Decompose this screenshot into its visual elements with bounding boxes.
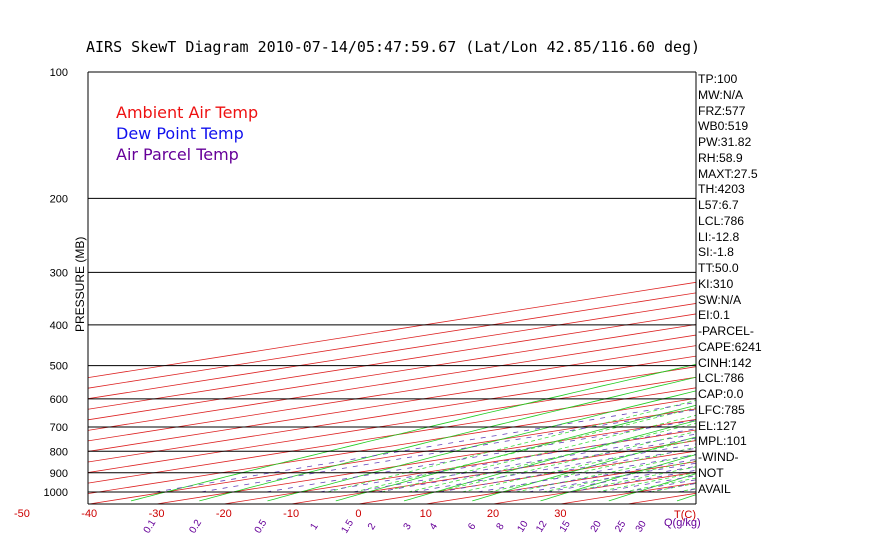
dry-adiabat-line <box>335 404 696 502</box>
dry-adiabat-line <box>199 376 696 502</box>
index-line: EI:0.1 <box>698 308 730 323</box>
index-line: MW:N/A <box>698 87 744 102</box>
bottom-temp-label: -20 <box>216 508 232 520</box>
index-line: PW:31.82 <box>698 135 752 149</box>
pressure-tick-label: 700 <box>50 422 68 434</box>
grid-lines <box>88 72 696 504</box>
pressure-tick-label: 800 <box>50 446 68 458</box>
legend-air-parcel-temp: Air Parcel Temp <box>116 145 239 164</box>
mixing-ratio-label: 2 <box>366 521 379 532</box>
mixing-ratio-unit-label: Q(g/kg) <box>664 517 701 529</box>
bottom-temp-label: -10 <box>283 508 299 520</box>
mixing-ratio-label: 1 <box>308 521 321 532</box>
index-line: CAP:0.0 <box>698 387 744 401</box>
index-line: FRZ:577 <box>698 103 746 118</box>
bottom-temp-label: -50 <box>14 508 30 520</box>
legend-ambient-air-temp: Ambient Air Temp <box>116 103 258 122</box>
pressure-tick-label: 500 <box>50 361 68 373</box>
bottom-temp-label: 10 <box>420 508 432 520</box>
isotherm-line <box>88 355 696 452</box>
pressure-tick-label: 900 <box>50 468 68 480</box>
index-line: CAPE:6241 <box>698 339 762 354</box>
index-line: SW:N/A <box>698 292 742 307</box>
index-line: MAXT:27.5 <box>698 166 758 181</box>
moist-adiabat-line <box>542 460 696 493</box>
moist-adiabat-line <box>381 414 696 493</box>
legend: Ambient Air Temp Dew Point Temp Air Parc… <box>116 103 258 164</box>
mixing-ratio-label: 6 <box>466 521 479 532</box>
index-line: CINH:142 <box>698 355 752 370</box>
index-line: L57:6.7 <box>698 198 739 212</box>
isotherm-line <box>89 408 696 504</box>
isotherm-line <box>88 345 696 442</box>
mixing-ratio-label: 3 <box>402 521 415 532</box>
moist-adiabat-line <box>434 431 696 493</box>
dry-adiabat-line <box>130 363 696 502</box>
pressure-tick-label: 100 <box>50 67 68 79</box>
y-axis-label: PRESSURE (MB) <box>73 237 87 332</box>
index-line: AVAIL <box>698 481 731 496</box>
isotherm-line <box>88 387 696 484</box>
index-line: RH:58.9 <box>698 150 743 165</box>
isotherm-line <box>223 429 696 504</box>
bottom-temp-label: -40 <box>81 508 97 520</box>
pressure-tick-label: 600 <box>50 394 68 406</box>
x-axis-unit-label: T(C) <box>674 509 696 521</box>
mixing-ratio-label: 8 <box>494 521 507 532</box>
index-line: -PARCEL- <box>698 324 754 338</box>
pressure-tick-label: 400 <box>50 320 68 332</box>
isotherm-line <box>88 376 696 473</box>
isotherm-line <box>88 281 696 379</box>
index-line: LCL:786 <box>698 213 745 228</box>
dry-adiabat-line <box>267 390 696 502</box>
mixing-ratio-label: 4 <box>428 521 441 532</box>
chart-title: AIRS SkewT Diagram 2010-07-14/05:47:59.6… <box>86 38 700 56</box>
moist-adiabat-line <box>488 446 696 493</box>
bottom-temperature-labels: -50 -40 -30 -20 -10 0 10 20 30 <box>14 508 566 520</box>
dry-adiabat-line <box>403 420 696 502</box>
dry-adiabat-line <box>540 454 696 502</box>
index-line: TP:100 <box>698 72 738 86</box>
pressure-tick-label: 200 <box>50 193 68 205</box>
index-line: -WIND- <box>698 450 739 464</box>
index-line: EL:127 <box>698 418 737 433</box>
bottom-temp-label: 30 <box>554 508 566 520</box>
index-line: LI:-12.8 <box>698 229 740 244</box>
isotherm-line <box>88 397 696 495</box>
index-line: TH:4203 <box>698 182 745 197</box>
pressure-tick-label: 1000 <box>44 487 68 499</box>
bottom-temp-label: -30 <box>149 508 165 520</box>
index-line: TT:50.0 <box>698 261 739 275</box>
index-line: NOT <box>698 465 724 480</box>
index-line: MPL:101 <box>698 434 747 449</box>
index-line: LFC:785 <box>698 402 745 417</box>
bottom-temp-label: 0 <box>355 508 361 520</box>
index-line: SI:-1.8 <box>698 245 734 260</box>
sounding-indices-panel: TP:100 MW:N/A FRZ:577 WB0:519 PW:31.82 RH:58.… <box>698 72 868 497</box>
index-line: LCL:786 <box>698 371 745 386</box>
bottom-temp-label: 20 <box>487 508 499 520</box>
isotherm-line <box>156 419 696 504</box>
isotherm-line <box>88 366 696 463</box>
pressure-tick-label: 300 <box>50 267 68 279</box>
pressure-tick-labels: 100 200 300 400 500 600 700 800 900 1000 <box>44 67 68 499</box>
legend-dew-point-temp: Dew Point Temp <box>116 124 244 143</box>
index-line: WB0:519 <box>698 119 749 134</box>
index-line: KI:310 <box>698 276 734 291</box>
dry-adiabat-line <box>472 436 696 502</box>
